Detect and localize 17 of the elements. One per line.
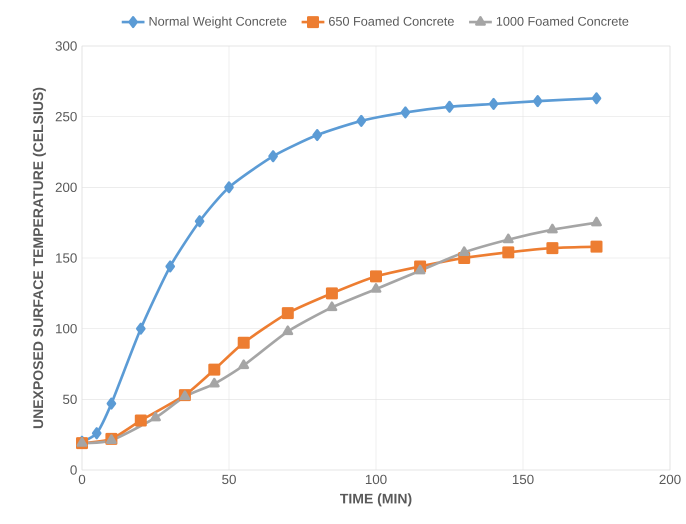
x-axis-title: TIME (MIN) bbox=[340, 493, 412, 506]
y-tick-label: 0 bbox=[70, 465, 77, 475]
y-tick-label: 250 bbox=[56, 112, 77, 122]
y-tick-label: 100 bbox=[56, 324, 77, 334]
x-tick-label: 100 bbox=[366, 474, 387, 484]
y-tick-label: 150 bbox=[56, 253, 77, 263]
x-tick-label: 0 bbox=[78, 474, 86, 484]
legend-label: Normal Weight Concrete bbox=[150, 16, 286, 28]
x-tick-label: 200 bbox=[660, 474, 681, 484]
x-tick-label: 50 bbox=[222, 474, 236, 484]
x-tick-label: 150 bbox=[512, 474, 534, 484]
y-tick-label: 200 bbox=[56, 182, 77, 192]
legend-label: 650 Foamed Concrete bbox=[329, 16, 454, 26]
legend-label: 1000 Foamed Concrete bbox=[496, 16, 628, 26]
y-tick-label: 300 bbox=[56, 41, 77, 51]
y-axis-title: UNEXPOSED SURFACE TEMPERATURE (CELSIUS) bbox=[32, 88, 46, 428]
y-tick-label: 50 bbox=[63, 394, 77, 404]
